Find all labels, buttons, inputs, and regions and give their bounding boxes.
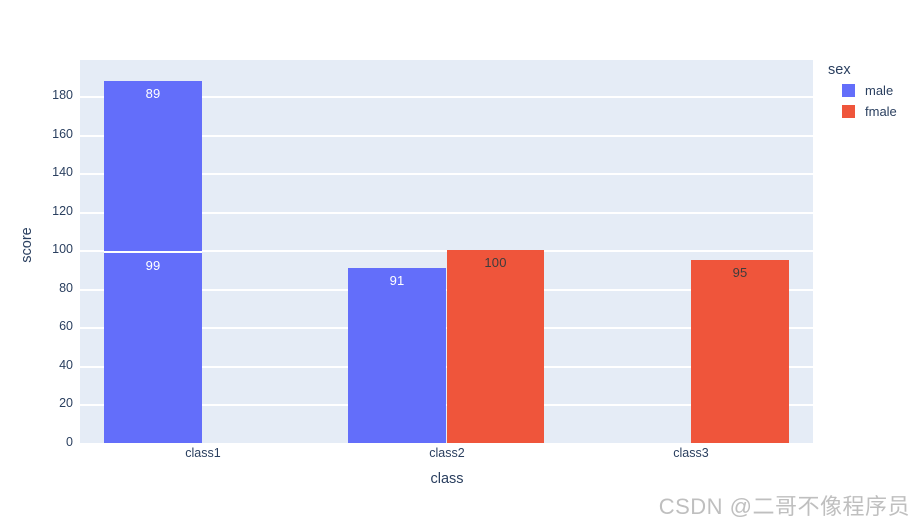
- y-tick-140: 140: [52, 165, 73, 179]
- y-tick-180: 180: [52, 88, 73, 102]
- bar-class3-fmale[interactable]: 95: [691, 260, 789, 443]
- bar-value-label: 100: [484, 255, 507, 270]
- y-tick-60: 60: [59, 319, 73, 333]
- stack-separator: [104, 251, 202, 253]
- x-axis-title: class: [430, 471, 464, 487]
- x-tick-class3: class3: [673, 446, 709, 460]
- y-tick-20: 20: [59, 396, 73, 410]
- y-tick-100: 100: [52, 242, 73, 256]
- legend-title: sex: [828, 62, 851, 78]
- gridline-40: [80, 366, 813, 368]
- y-tick-80: 80: [59, 281, 73, 295]
- bar-class2-fmale[interactable]: 100: [447, 250, 544, 443]
- x-tick-class2: class2: [429, 446, 465, 460]
- plot-area: 89 99 91 100 95: [80, 60, 813, 443]
- gridline-60: [80, 327, 813, 329]
- gridline-20: [80, 404, 813, 406]
- y-tick-160: 160: [52, 127, 73, 141]
- bar-class1-male-upper[interactable]: 89: [104, 81, 202, 251]
- gridline-140: [80, 173, 813, 175]
- gridline-100: [80, 250, 813, 252]
- gridline-160: [80, 135, 813, 137]
- gridline-180: [80, 96, 813, 98]
- y-axis-title: score: [19, 227, 35, 263]
- legend: sex male fmale: [828, 62, 897, 125]
- legend-entry-male[interactable]: male: [842, 83, 897, 98]
- male-color-swatch-icon: [842, 84, 855, 97]
- csdn-watermark: CSDN @二哥不像程序员: [658, 494, 910, 519]
- y-tick-40: 40: [59, 358, 73, 372]
- gridline-120: [80, 212, 813, 214]
- bar-class2-male[interactable]: 91: [348, 268, 446, 443]
- gridline-80: [80, 289, 813, 291]
- legend-label-male: male: [865, 83, 894, 98]
- bar-value-label: 95: [732, 265, 748, 280]
- x-tick-class1: class1: [185, 446, 221, 460]
- bar-value-label: 89: [145, 86, 161, 101]
- bar-class1-male-lower[interactable]: 99: [104, 253, 202, 443]
- legend-entry-fmale[interactable]: fmale: [842, 104, 897, 119]
- bar-value-label: 91: [389, 273, 405, 288]
- y-tick-120: 120: [52, 204, 73, 218]
- bar-value-label: 99: [145, 258, 161, 273]
- fmale-color-swatch-icon: [842, 105, 855, 118]
- legend-label-fmale: fmale: [865, 104, 897, 119]
- y-tick-0: 0: [66, 435, 73, 449]
